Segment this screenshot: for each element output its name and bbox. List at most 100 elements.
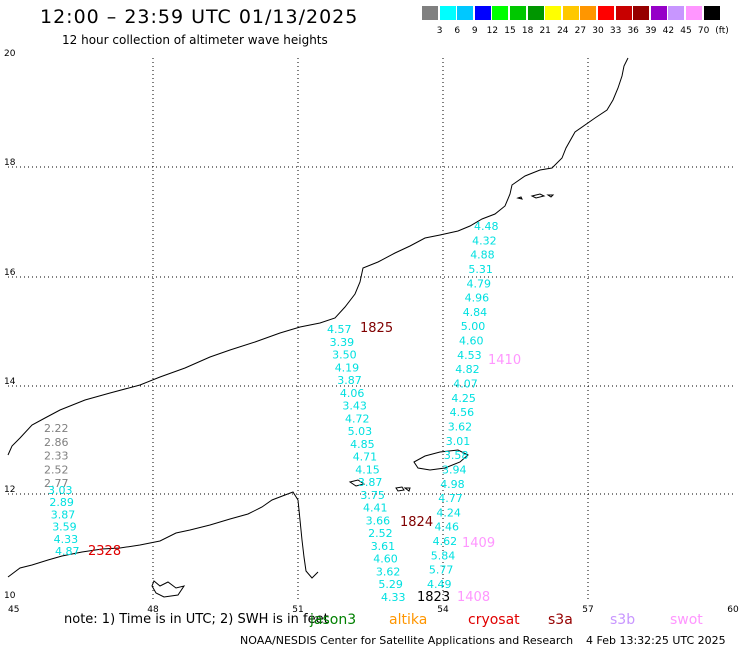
islet-6 xyxy=(546,194,555,198)
islet-3 xyxy=(403,487,411,492)
coastal-inlet xyxy=(151,580,186,598)
wave-height-value: 4.98 xyxy=(440,478,465,491)
legend-label: 33 xyxy=(609,26,622,36)
wave-height-value: 4.15 xyxy=(355,463,380,476)
somali-coastline xyxy=(7,491,319,579)
legend-swatch xyxy=(510,6,526,20)
y-tick-label: 14 xyxy=(4,377,16,387)
wave-height-value: 3.43 xyxy=(342,400,367,413)
wave-height-value: 3.87 xyxy=(358,476,383,489)
wave-height-value: 5.29 xyxy=(378,578,403,591)
legend-label: 21 xyxy=(539,26,551,36)
pass-time-label: 1824 xyxy=(400,515,433,530)
wave-height-value: 4.32 xyxy=(472,234,497,247)
wave-height-value: 4.57 xyxy=(327,323,352,336)
wave-height-value: 4.96 xyxy=(465,292,490,305)
satellite-name-altika: altika xyxy=(389,612,428,628)
satellite-name-s3a: s3a xyxy=(548,612,573,628)
wave-height-value: 3.75 xyxy=(360,489,385,502)
legend-swatch xyxy=(439,6,456,20)
legend-label: 45 xyxy=(680,26,692,36)
legend-swatch xyxy=(562,6,579,20)
wave-height-value: 4.06 xyxy=(340,387,365,400)
islet-1 xyxy=(348,479,366,487)
footer-credit: NOAA/NESDIS Center for Satellite Applica… xyxy=(240,634,574,647)
wave-height-value: 3.59 xyxy=(52,521,76,534)
pass-time-label: 1408 xyxy=(457,590,490,605)
wave-height-value: 4.60 xyxy=(459,335,484,348)
wave-height-value: 3.62 xyxy=(376,566,401,579)
legend-swatch xyxy=(545,6,562,20)
legend-swatch xyxy=(492,6,509,20)
x-tick-label: 45 xyxy=(8,605,19,615)
legend-swatch xyxy=(686,6,702,20)
legend-swatch xyxy=(703,6,720,20)
wave-height-value: 4.46 xyxy=(435,521,460,534)
wave-height-value: 5.31 xyxy=(468,263,493,276)
legend-swatch xyxy=(457,6,474,20)
legend-label: 6 xyxy=(454,26,461,36)
map-subtitle: 12 hour collection of altimeter wave hei… xyxy=(62,33,328,47)
wave-height-value: 5.84 xyxy=(431,549,456,562)
socotra-island xyxy=(413,449,469,471)
x-tick-label: 48 xyxy=(147,605,159,615)
grid-lines xyxy=(8,58,733,600)
y-tick-label: 10 xyxy=(4,591,16,601)
wave-height-value: 5.03 xyxy=(348,425,373,438)
wave-height-value: 3.50 xyxy=(332,349,357,362)
footer-timestamp: 4 Feb 13:32:25 UTC 2025 xyxy=(586,634,726,647)
pass-time-label: 1409 xyxy=(462,536,495,551)
legend-swatch xyxy=(598,6,614,20)
legend-label: 30 xyxy=(592,26,604,36)
x-tick-label: 54 xyxy=(437,605,449,615)
wave-height-value: 5.00 xyxy=(461,320,486,333)
wave-height-value: 3.94 xyxy=(442,463,467,476)
wave-height-value: 4.33 xyxy=(381,591,406,604)
wave-height-value: 4.84 xyxy=(463,306,488,319)
legend-label: 24 xyxy=(557,26,569,36)
x-tick-label: 60 xyxy=(727,605,739,615)
y-tick-label: 18 xyxy=(4,158,16,168)
wave-height-value: 4.87 xyxy=(55,545,80,558)
satellite-name-cryosat: cryosat xyxy=(468,612,520,628)
map-title: 12:00 – 23:59 UTC 01/13/2025 xyxy=(40,6,359,28)
wave-height-value: 4.41 xyxy=(363,502,388,515)
wave-height-value: 4.19 xyxy=(335,361,360,374)
wave-height-value: 3.66 xyxy=(366,514,391,527)
wave-height-value: 3.39 xyxy=(330,336,355,349)
legend-swatch xyxy=(580,6,597,20)
wave-height-value: 2.52 xyxy=(44,463,69,476)
wave-height-value: 4.07 xyxy=(453,378,478,391)
wave-height-value: 3.58 xyxy=(444,449,469,462)
legend-swatch xyxy=(422,6,438,20)
legend-swatch xyxy=(615,6,632,20)
legend-swatch xyxy=(668,6,685,20)
legend-swatch xyxy=(633,6,650,20)
wave-height-value: 3.61 xyxy=(371,540,396,553)
wave-height-value: 2.89 xyxy=(49,496,74,509)
islet-2 xyxy=(395,486,405,492)
x-tick-label: 57 xyxy=(582,605,593,615)
wave-height-value: 4.62 xyxy=(433,535,458,548)
legend-label: 18 xyxy=(521,26,534,36)
legend-swatch xyxy=(474,6,491,20)
wave-height-value: 3.87 xyxy=(337,374,362,387)
wave-height-value: 4.53 xyxy=(457,349,482,362)
x-tick-label: 51 xyxy=(292,605,303,615)
wave-height-value: 4.71 xyxy=(353,451,378,464)
legend-label: 12 xyxy=(486,26,499,36)
time-labels: 2328 1825 1410 1824 1409 1823 1408 xyxy=(88,321,521,605)
legend-label: 39 xyxy=(645,26,657,36)
wave-height-value: 4.25 xyxy=(451,392,476,405)
islet-5 xyxy=(530,193,546,199)
legend-label: 42 xyxy=(662,26,675,36)
y-tick-label: 20 xyxy=(4,49,16,59)
y-tick-label: 16 xyxy=(4,268,16,278)
wave-height-value: 5.77 xyxy=(429,564,454,577)
pass-time-label: 1410 xyxy=(488,353,521,368)
axis-labels: 45 48 51 54 57 60 20 18 16 14 12 10 xyxy=(4,49,739,615)
wave-height-value: 4.72 xyxy=(345,412,370,425)
wave-height-value: 3.01 xyxy=(446,435,471,448)
wave-height-value: 2.77 xyxy=(44,477,69,490)
